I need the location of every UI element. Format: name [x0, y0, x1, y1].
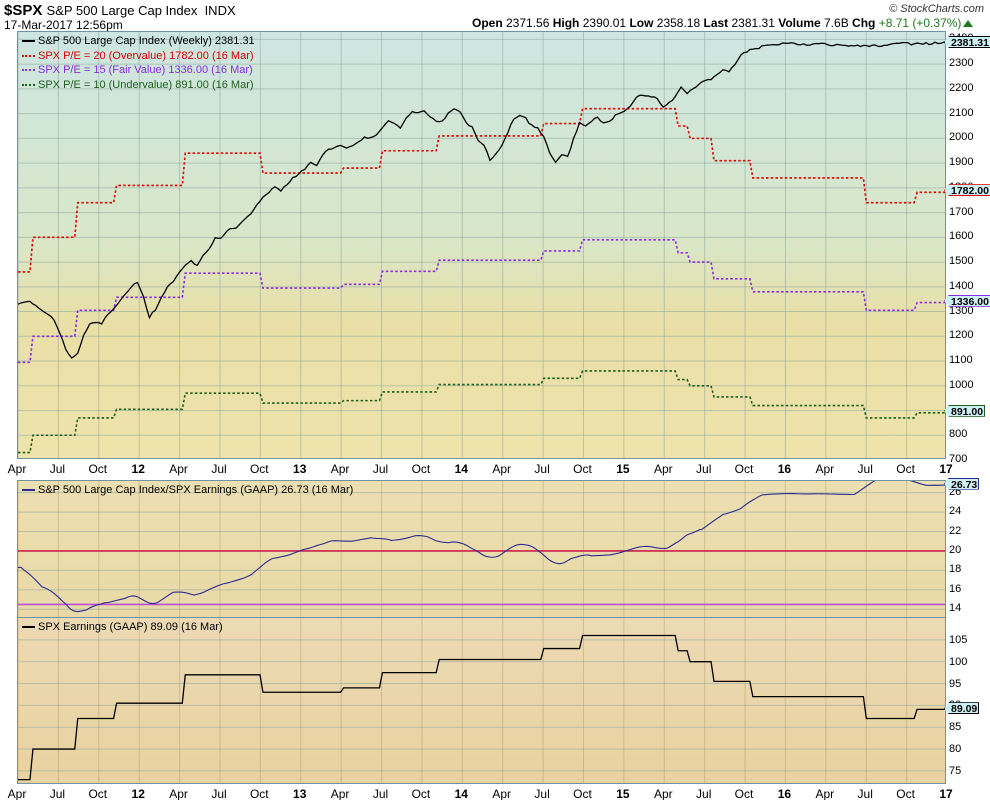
- svg-text:Oct: Oct: [896, 787, 915, 800]
- svg-text:Apr: Apr: [492, 787, 511, 800]
- svg-text:13: 13: [293, 787, 307, 800]
- svg-text:Oct: Oct: [250, 462, 269, 476]
- svg-text:Oct: Oct: [573, 787, 592, 800]
- svg-text:Oct: Oct: [412, 462, 431, 476]
- svg-text:Apr: Apr: [169, 787, 188, 800]
- svg-text:14: 14: [455, 462, 469, 476]
- svg-text:Jul: Jul: [534, 787, 549, 800]
- svg-text:Jul: Jul: [696, 787, 711, 800]
- svg-text:Apr: Apr: [8, 462, 27, 476]
- svg-text:Apr: Apr: [654, 787, 673, 800]
- svg-text:Apr: Apr: [815, 787, 834, 800]
- svg-text:Oct: Oct: [88, 787, 107, 800]
- svg-text:Oct: Oct: [88, 462, 107, 476]
- svg-text:16: 16: [778, 462, 792, 476]
- svg-text:Oct: Oct: [250, 787, 269, 800]
- svg-text:15: 15: [616, 787, 630, 800]
- svg-text:Jul: Jul: [858, 462, 873, 476]
- svg-text:Jul: Jul: [373, 787, 388, 800]
- svg-text:Apr: Apr: [654, 462, 673, 476]
- svg-text:17: 17: [939, 787, 953, 800]
- svg-text:Jul: Jul: [373, 462, 388, 476]
- svg-text:15: 15: [616, 462, 630, 476]
- svg-text:Jul: Jul: [534, 462, 549, 476]
- svg-text:12: 12: [132, 787, 146, 800]
- svg-text:17: 17: [939, 462, 953, 476]
- svg-text:Oct: Oct: [573, 462, 592, 476]
- svg-text:Apr: Apr: [331, 787, 350, 800]
- svg-text:Apr: Apr: [8, 787, 27, 800]
- svg-text:13: 13: [293, 462, 307, 476]
- svg-text:14: 14: [455, 787, 469, 800]
- svg-text:16: 16: [778, 787, 792, 800]
- svg-text:12: 12: [132, 462, 146, 476]
- svg-text:Apr: Apr: [815, 462, 834, 476]
- svg-text:Jul: Jul: [696, 462, 711, 476]
- svg-text:Apr: Apr: [492, 462, 511, 476]
- svg-text:Jul: Jul: [50, 787, 65, 800]
- svg-text:Jul: Jul: [211, 787, 226, 800]
- svg-text:Jul: Jul: [858, 787, 873, 800]
- svg-text:Apr: Apr: [169, 462, 188, 476]
- svg-text:Jul: Jul: [211, 462, 226, 476]
- svg-text:Jul: Jul: [50, 462, 65, 476]
- svg-text:Apr: Apr: [331, 462, 350, 476]
- svg-text:Oct: Oct: [735, 787, 754, 800]
- svg-text:Oct: Oct: [412, 787, 431, 800]
- svg-text:Oct: Oct: [896, 462, 915, 476]
- svg-text:Oct: Oct: [735, 462, 754, 476]
